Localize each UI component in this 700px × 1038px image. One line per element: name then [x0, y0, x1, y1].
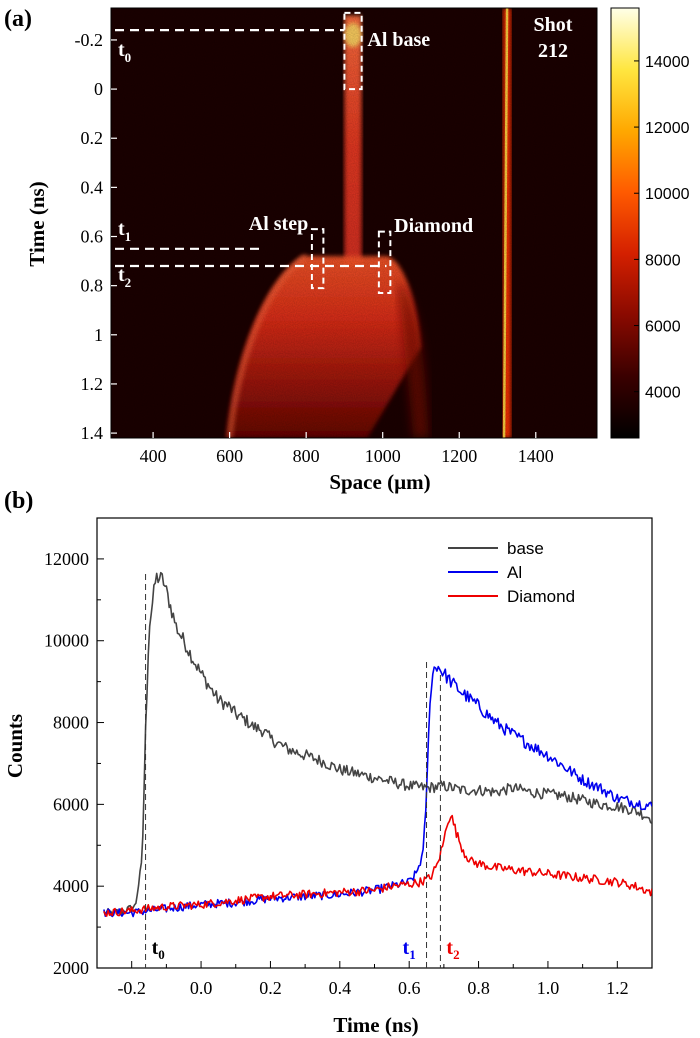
- panel-b-label: (b): [4, 488, 33, 514]
- line-chart-x-tick-label: 0.8: [467, 978, 490, 998]
- colorbar-tick-label: 10000: [645, 186, 690, 203]
- heatmap-x-tick-label: 800: [293, 446, 320, 466]
- shot-label: Shot: [534, 14, 573, 36]
- marker-label-t0: t0: [152, 937, 165, 962]
- heatmap-annotations: Al base Al step Diamond Shot 212 t0 t1 t2: [115, 11, 573, 295]
- line-chart-y-tick-label: 4000: [53, 876, 89, 896]
- legend-label-al: Al: [507, 563, 522, 582]
- diamond-label: Diamond: [394, 215, 473, 237]
- heatmap-axes: -0.2 0 0.2 0.4 0.6 0.8 1 1.2 1.4 400 600 800 1000 120…: [75, 7, 598, 466]
- al-step-box: [310, 228, 325, 290]
- heatmap-y-tick-label: 1.4: [81, 423, 104, 443]
- line-chart-y-tick-label: 12000: [44, 549, 89, 569]
- colorbar-tick-label: 12000: [645, 120, 690, 137]
- colorbar-tick-label: 14000: [645, 54, 690, 71]
- heatmap-x-tick-label: 400: [140, 446, 167, 466]
- legend: base Al Diamond: [448, 539, 575, 606]
- al-step-label: Al step: [249, 213, 308, 235]
- panel-a: (a) Al base Al step Diamond Shot 212 t0 t1 t2 -…: [4, 6, 690, 494]
- heatmap-x-tick-label: 1000: [365, 446, 401, 466]
- heatmap-y-tick-label: 0.6: [81, 227, 104, 247]
- line-chart-x-tick-label: -0.2: [117, 978, 146, 998]
- line-chart-markers: t0 t1 t2: [145, 574, 460, 968]
- al-base-label: Al base: [367, 29, 430, 51]
- line-chart-y-tick-label: 10000: [44, 631, 89, 651]
- legend-label-diamond: Diamond: [507, 587, 575, 606]
- heatmap-x-tick-label: 1400: [518, 446, 554, 466]
- colorbar-tick-label: 8000: [645, 252, 681, 269]
- line-chart-x-tick-label: 0.2: [259, 978, 282, 998]
- line-chart-x-tick-label: 1.2: [606, 978, 629, 998]
- colorbar-tick-label: 6000: [645, 319, 681, 336]
- heatmap-y-tick-label: 1: [94, 325, 103, 345]
- heatmap-image: [111, 8, 597, 438]
- heatmap-y-tick-label: 0: [94, 79, 103, 99]
- series-line-al: [103, 665, 652, 918]
- line-chart-axes: 2000 4000 6000 8000 10000 12000 -0.2 0.0 0.2 0.4 0…: [44, 517, 653, 998]
- heatmap-y-tick-label: 1.2: [81, 374, 104, 394]
- heatmap-x-tick-label: 600: [216, 446, 243, 466]
- colorbar-scale: [610, 7, 640, 439]
- al-base-box: [343, 11, 363, 91]
- line-chart-x-tick-label: 0.0: [190, 978, 213, 998]
- heatmap-x-axis-title: Space (µm): [329, 470, 430, 494]
- series-line-base: [103, 571, 652, 917]
- diamond-box: [377, 230, 392, 295]
- colorbar-tick-label: 4000: [645, 385, 681, 402]
- marker-label-t2: t2: [446, 937, 459, 962]
- line-chart-frame: [96, 517, 653, 969]
- panel-b: (b) 2000 4000 6000 8000 10000 12000 -0.2 0.0 0.2…: [3, 488, 653, 1037]
- heatmap-noise: [111, 8, 597, 438]
- line-chart-x-tick-label: 0.4: [329, 978, 352, 998]
- line-chart-x-tick-label: 0.6: [398, 978, 421, 998]
- line-chart-y-tick-label: 8000: [53, 713, 89, 733]
- heatmap-y-axis-title: Time (ns): [25, 181, 49, 266]
- t2-label: t2: [118, 264, 131, 290]
- panel-a-label: (a): [4, 6, 32, 32]
- series-line-diamond: [103, 814, 652, 917]
- heatmap-frame: [110, 7, 598, 439]
- line-chart-x-tick-label: 1.0: [537, 978, 560, 998]
- heatmap-y-tick-label: 0.2: [81, 128, 104, 148]
- line-chart-x-axis-title: Time (ns): [333, 1013, 418, 1037]
- heatmap-x-tick-label: 1200: [441, 446, 477, 466]
- line-chart-y-tick-label: 2000: [53, 958, 89, 978]
- line-chart-y-tick-label: 6000: [53, 794, 89, 814]
- legend-label-base: base: [507, 539, 544, 558]
- heatmap-y-tick-label: 0.4: [81, 177, 104, 197]
- line-chart-series: [103, 571, 652, 918]
- marker-label-t1: t1: [403, 937, 416, 962]
- t1-label: t1: [118, 218, 131, 244]
- colorbar: 4000 6000 8000 10000 12000 14000: [610, 7, 690, 439]
- line-chart-y-axis-title: Counts: [3, 714, 27, 778]
- heatmap-y-tick-label: 0.8: [81, 276, 104, 296]
- t0-label: t0: [118, 39, 131, 65]
- heatmap-y-tick-label: -0.2: [75, 30, 104, 50]
- shot-number: 212: [538, 40, 568, 62]
